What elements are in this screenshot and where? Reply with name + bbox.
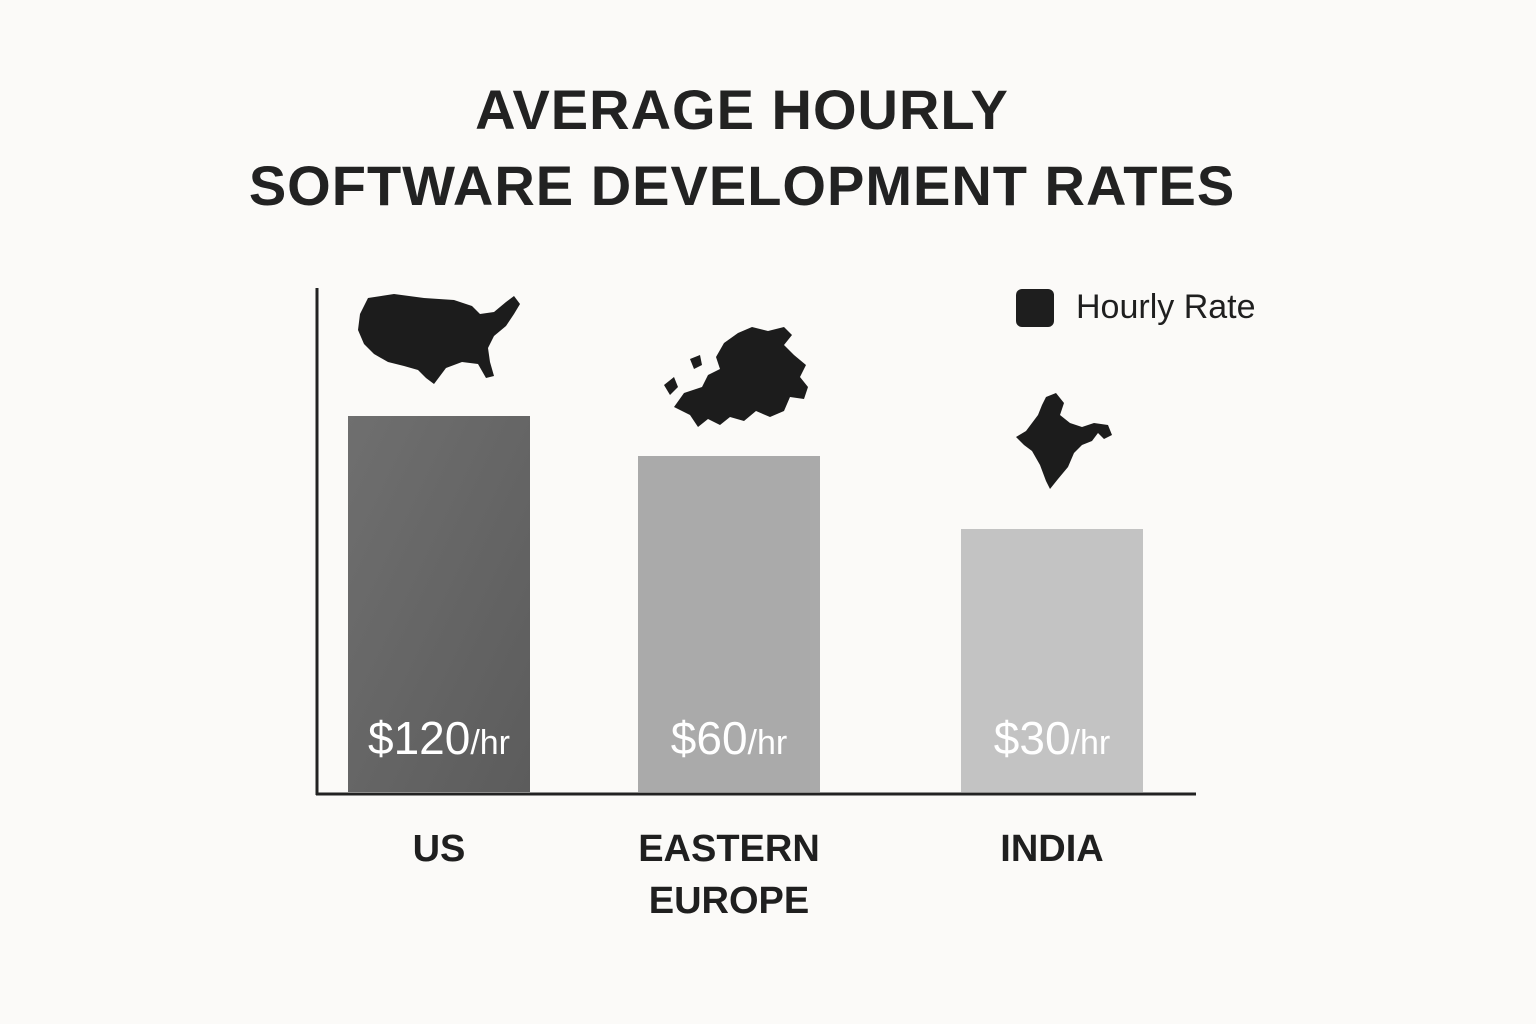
chart-title-line-1: AVERAGE HOURLY: [475, 78, 1009, 141]
data-label-amount: $30: [994, 712, 1071, 764]
europe-map-icon: [664, 327, 808, 427]
legend-label: Hourly Rate: [1076, 288, 1256, 326]
x-tick-label: INDIA: [1000, 828, 1103, 870]
data-label-unit: /hr: [470, 724, 510, 762]
legend: Hourly Rate: [1016, 288, 1256, 327]
x-tick-label: EASTERN: [638, 828, 820, 870]
data-label-amount: $60: [671, 712, 748, 764]
us-map-icon: [358, 294, 520, 384]
data-labels: $120/hr $60/hr $30/hr: [368, 712, 1110, 764]
category-labels: US EASTERN EUROPE INDIA: [413, 828, 1104, 922]
x-tick-label: US: [413, 828, 466, 870]
bar-us: [348, 416, 530, 792]
bars-layer: [348, 416, 1143, 792]
bar-india: [961, 529, 1143, 792]
data-label: $120/hr: [368, 712, 510, 764]
data-label-unit: /hr: [1071, 724, 1111, 762]
data-label-amount: $120: [368, 712, 470, 764]
data-label: $30/hr: [994, 712, 1110, 764]
x-tick-label: EUROPE: [649, 880, 809, 922]
india-map-icon: [1016, 393, 1112, 489]
legend-swatch: [1016, 288, 1054, 327]
data-label-unit: /hr: [748, 724, 788, 762]
data-label: $60/hr: [671, 712, 787, 764]
chart-title-line-2: SOFTWARE DEVELOPMENT RATES: [248, 154, 1236, 217]
region-icons: [358, 294, 1112, 489]
bar-eastern-europe: [638, 456, 820, 792]
chart-title: AVERAGE HOURLY SOFTWARE DEVELOPMENT RATE…: [0, 72, 1484, 224]
